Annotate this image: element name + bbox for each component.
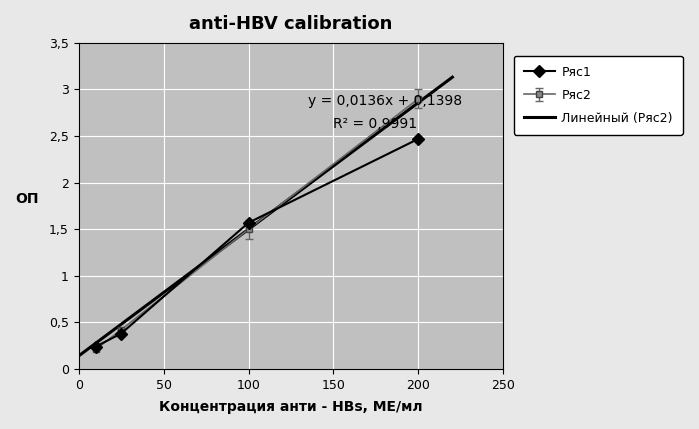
Line: Ряс1: Ряс1 xyxy=(92,135,423,351)
Ряс1 xyxy=(415,136,423,142)
Ряс1 xyxy=(92,344,100,349)
Text: R² = 0,9991: R² = 0,9991 xyxy=(333,118,417,131)
Ряс1 xyxy=(117,331,125,336)
Ряс1 xyxy=(245,220,253,225)
Legend: Ряс1, Ряс2, Линейный (Ряс2): Ряс1, Ряс2, Линейный (Ряс2) xyxy=(514,56,683,135)
Y-axis label: ОП: ОП xyxy=(15,192,38,206)
Title: anti-HBV calibration: anti-HBV calibration xyxy=(189,15,393,33)
X-axis label: Концентрация анти - HBs, МЕ/мл: Концентрация анти - HBs, МЕ/мл xyxy=(159,400,423,414)
Text: y = 0,0136x + 0,1398: y = 0,0136x + 0,1398 xyxy=(308,94,462,108)
